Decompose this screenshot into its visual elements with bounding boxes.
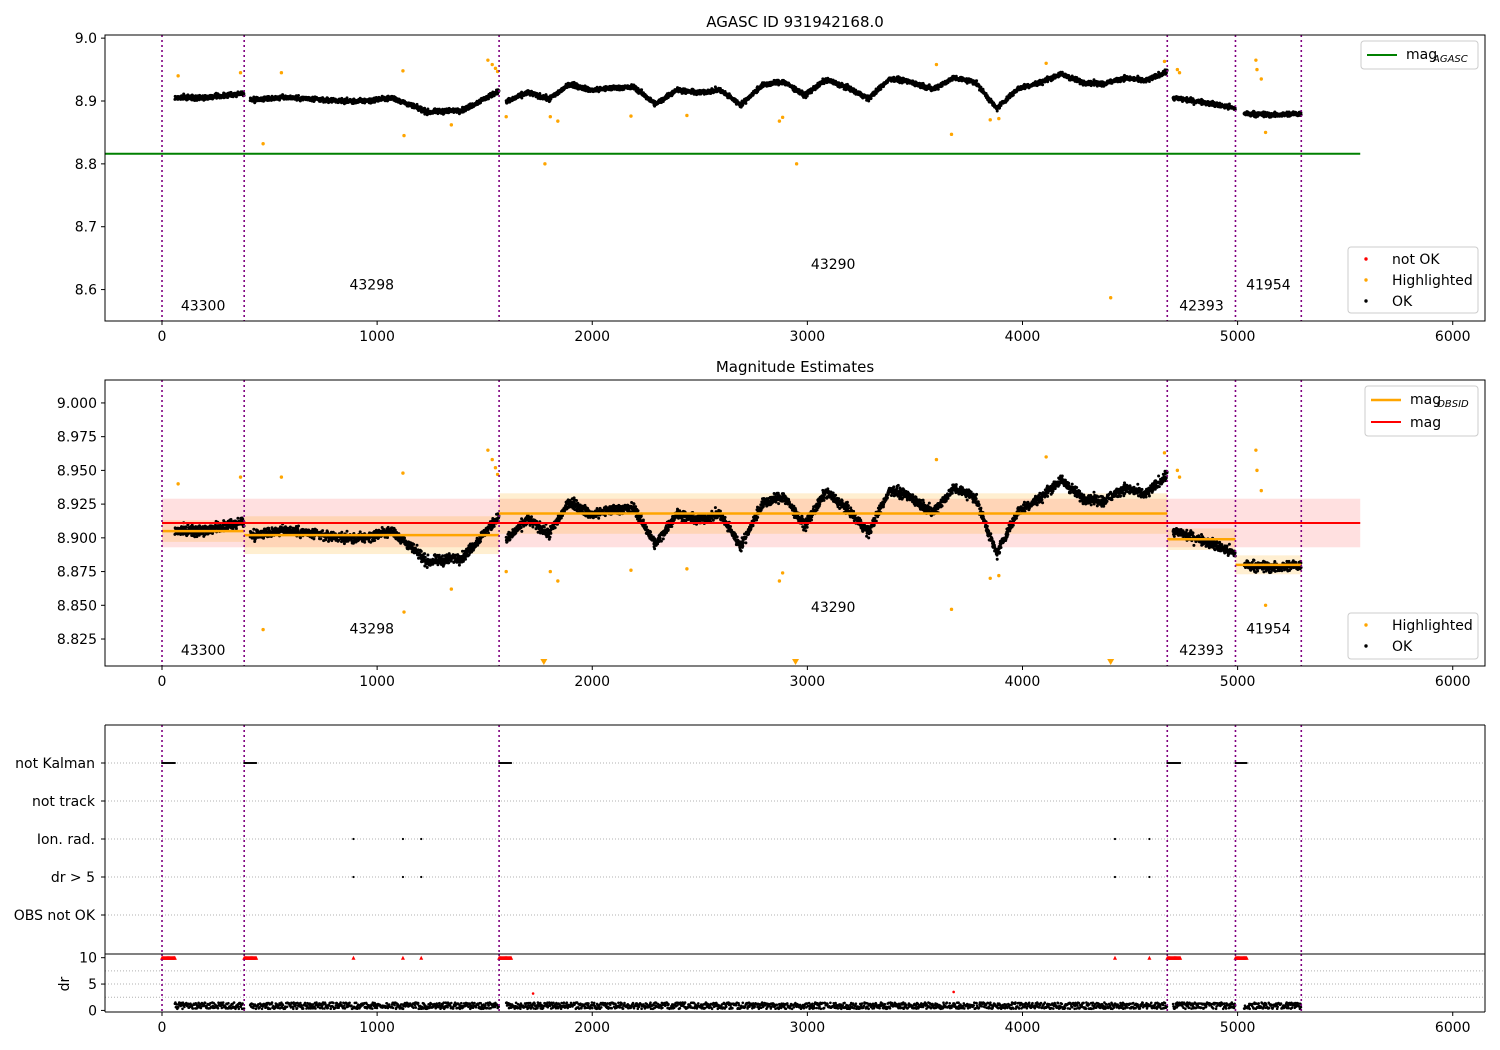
highlighted-point: [1255, 67, 1259, 72]
obsid-label: 41954: [1246, 278, 1291, 294]
highlighted-point: [777, 119, 782, 123]
highlighted-point: [402, 133, 406, 138]
highlighted-point: [1259, 77, 1263, 81]
ok-point: [744, 101, 748, 105]
x-tick-label: 0: [158, 329, 167, 345]
highlighted-series: [176, 58, 1268, 300]
highlighted-point: [556, 119, 560, 123]
obsid-label: 42393: [1179, 298, 1224, 314]
highlighted-point: [449, 123, 454, 127]
legend-subscript: AGASC: [1432, 54, 1468, 65]
highlighted-point: [1254, 58, 1258, 62]
ok-point: [879, 87, 883, 91]
ok-point: [640, 88, 644, 92]
ok-point: [520, 96, 524, 100]
highlighted-point: [548, 115, 553, 119]
highlighted-point: [988, 118, 992, 122]
highlighted-point: [238, 71, 243, 75]
highlighted-point: [504, 115, 508, 119]
highlighted-point: [543, 162, 547, 166]
ok-series: [173, 68, 1303, 119]
highlighted-point: [685, 113, 689, 118]
highlighted-point: [176, 74, 180, 78]
highlighted-point: [1162, 59, 1167, 64]
ok-point: [975, 79, 979, 83]
highlighted-point: [997, 116, 1001, 121]
x-tick-label: 5000: [1220, 329, 1256, 345]
ok-point: [995, 109, 999, 113]
legend-label: Highlighted: [1392, 273, 1473, 289]
highlighted-point: [493, 66, 498, 71]
obsid-label: 43290: [811, 257, 856, 273]
highlighted-point: [1175, 67, 1180, 72]
highlighted-point: [279, 71, 284, 75]
highlighted-point: [490, 62, 494, 67]
ok-point: [426, 107, 430, 111]
legend-bottom: not OK Highlighted OK: [1347, 246, 1479, 314]
x-tick-label: 3000: [790, 329, 826, 345]
y-tick-label: 9.0: [75, 31, 97, 47]
highlighted-point: [1108, 296, 1113, 300]
panel-agasc: AGASC ID 931942168.0 43300 43298 43290 42393…: [75, 13, 1486, 345]
y-tick-label: 8.8: [75, 157, 97, 173]
highlighted-point: [1177, 71, 1182, 75]
legend-marker: [1364, 299, 1368, 303]
highlighted-point: [261, 142, 265, 146]
highlighted-point: [949, 132, 954, 137]
ok-point: [1041, 83, 1045, 87]
chart-title: AGASC ID 931942168.0: [706, 13, 884, 31]
y-tick-label: 8.7: [75, 220, 97, 236]
highlighted-point: [401, 69, 405, 73]
y-tick-label: 8.9: [75, 94, 97, 110]
x-tick-label: 2000: [574, 329, 610, 345]
panel-magnitude-estimates: Magnitude Estimates433004329843290423934…: [57, 358, 1486, 690]
obsid-label: 43300: [181, 298, 226, 314]
chart-title: Magnitude Estimates: [716, 358, 874, 376]
ok-point: [936, 87, 940, 91]
highlighted-point: [794, 162, 799, 166]
highlighted-point: [1263, 130, 1268, 135]
x-tick-label: 4000: [1005, 329, 1041, 345]
legend-label: not OK: [1392, 252, 1440, 268]
highlighted-point: [780, 115, 785, 120]
highlighted-point: [629, 114, 633, 118]
ok-point: [415, 102, 419, 106]
highlighted-point: [486, 58, 490, 62]
obsid-label: 43298: [349, 278, 394, 294]
y-tick-label: 8.6: [75, 283, 97, 299]
highlighted-point: [1044, 61, 1048, 65]
x-tick-label: 6000: [1435, 329, 1471, 345]
ok-point: [184, 525, 188, 529]
x-tick-label: 1000: [359, 329, 395, 345]
ok-point: [297, 94, 300, 97]
highlighted-point: [934, 62, 939, 67]
legend-marker: [1364, 257, 1368, 261]
legend-label: OK: [1392, 294, 1413, 310]
legend-marker: [1364, 278, 1368, 282]
